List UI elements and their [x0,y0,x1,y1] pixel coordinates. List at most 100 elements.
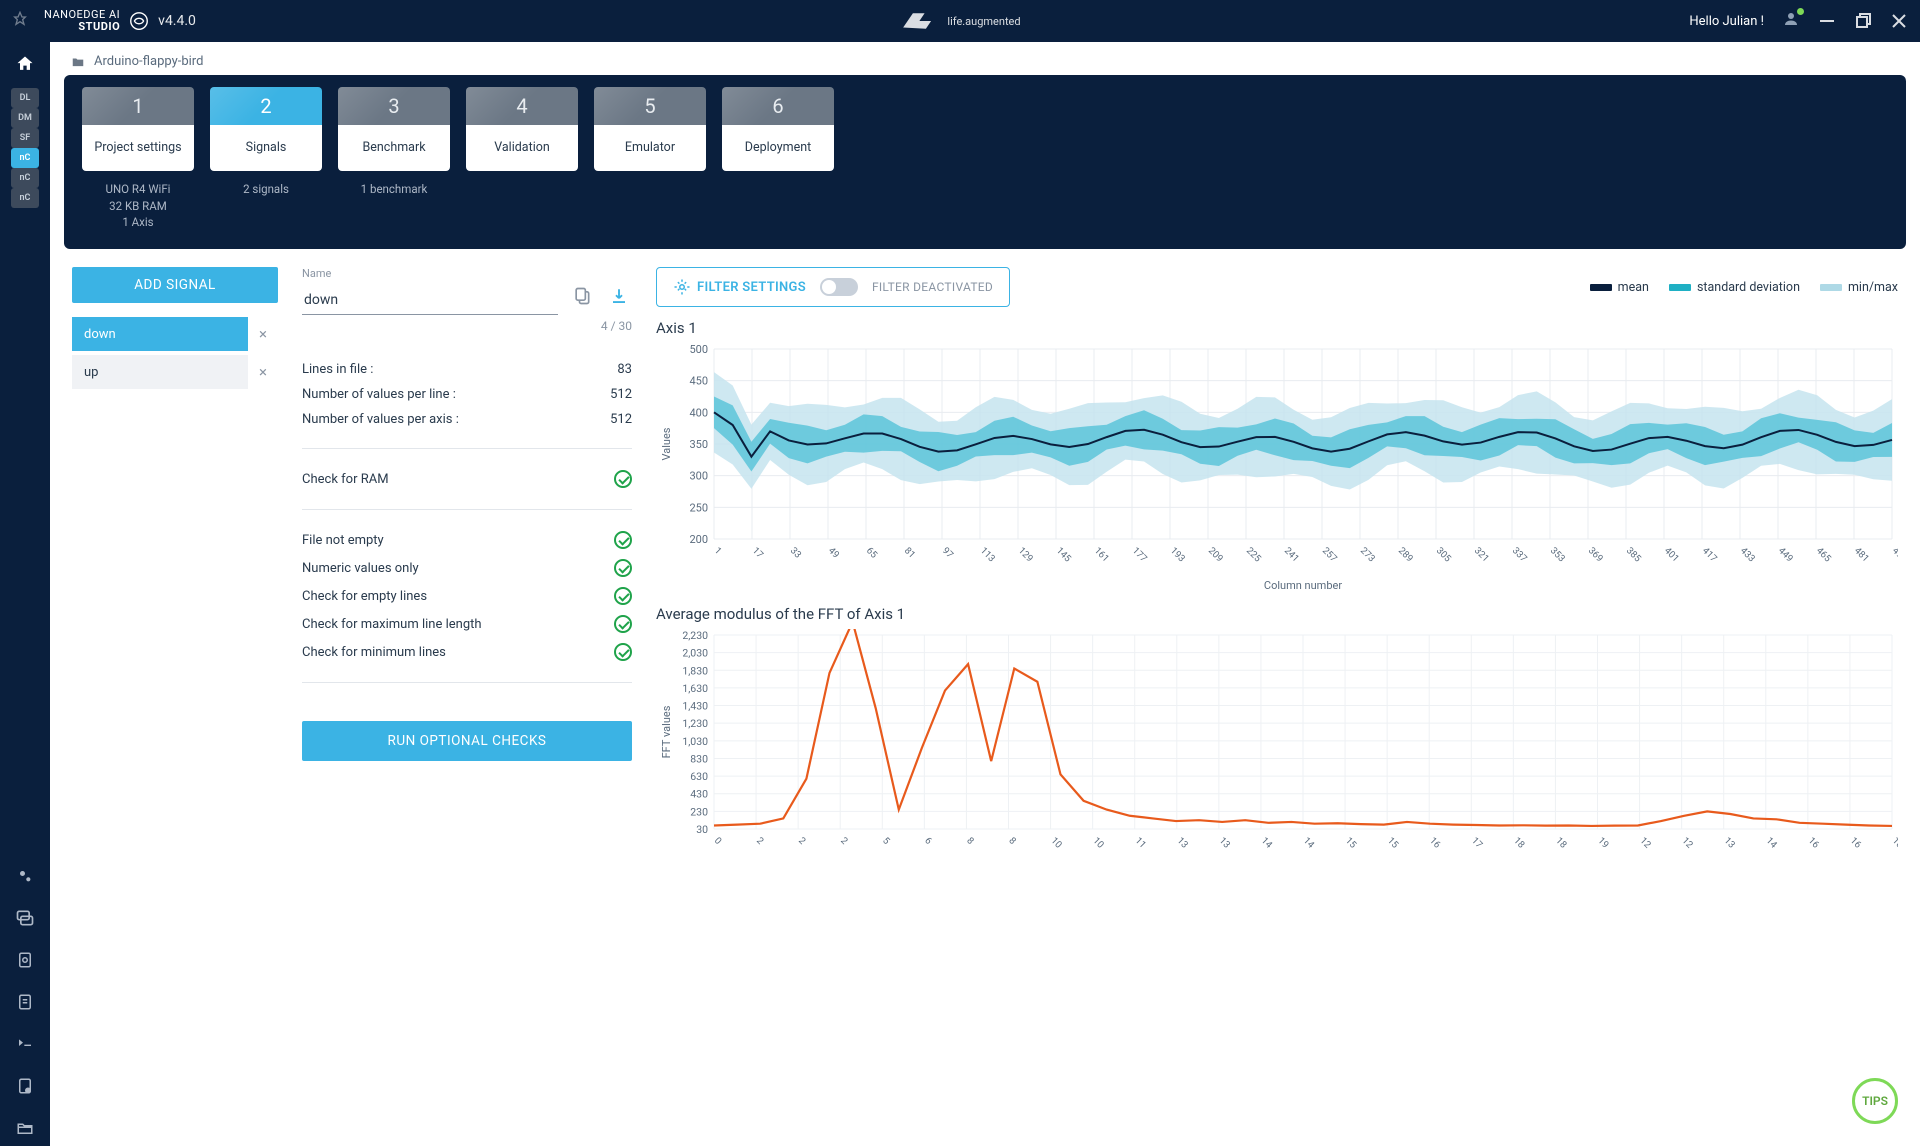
info-row: Number of values per line :512 [302,382,632,407]
signal-tab-down[interactable]: down [72,317,248,351]
svg-text:400: 400 [689,406,708,419]
check-ok-icon [614,559,632,577]
rail-item-nc[interactable]: nC [11,168,39,188]
svg-text:449: 449 [1776,545,1795,564]
titlebar: NANOEDGE AI STUDIO v4.4.0 life.augmented… [0,0,1920,42]
svg-text:14: 14 [1301,835,1317,851]
svg-text:FFT values: FFT values [660,705,673,758]
rail-item-dm[interactable]: DM [11,108,39,128]
legend-item: standard deviation [1669,280,1800,295]
svg-text:450: 450 [689,375,708,388]
maximize-icon[interactable] [1854,12,1872,30]
doc1-icon[interactable] [7,942,43,978]
svg-text:273: 273 [1358,545,1377,564]
filter-settings-button[interactable]: FILTER SETTINGS [673,278,806,296]
svg-text:12: 12 [1680,835,1695,850]
svg-text:289: 289 [1396,545,1415,564]
step-benchmark[interactable]: 3Benchmark1 benchmark [338,87,450,231]
svg-text:113: 113 [978,545,997,564]
close-icon[interactable] [1890,12,1908,30]
signal-remove-up[interactable]: × [248,363,278,381]
svg-text:497: 497 [1890,545,1898,564]
svg-text:19: 19 [1595,835,1610,850]
svg-text:10: 10 [1048,835,1063,850]
doc2-icon[interactable] [7,984,43,1020]
svg-text:353: 353 [1548,545,1567,564]
svg-text:18: 18 [1890,835,1898,850]
home-icon[interactable] [7,46,43,82]
svg-text:145: 145 [1054,545,1073,564]
svg-text:430: 430 [690,788,708,801]
svg-text:8: 8 [1006,835,1018,847]
svg-text:33: 33 [788,545,803,560]
pin-icon[interactable] [12,11,28,31]
chat-icon[interactable] [7,900,43,936]
signal-name-input[interactable] [302,288,558,315]
legend-item: mean [1590,280,1649,295]
svg-text:500: 500 [689,343,708,356]
check-row: Check for minimum lines [302,638,632,666]
legend-item: min/max [1820,280,1898,295]
user-icon[interactable] [1782,10,1800,32]
settings-icon[interactable] [7,858,43,894]
svg-text:0: 0 [712,835,724,847]
svg-text:225: 225 [1244,545,1263,564]
svg-text:30: 30 [696,823,708,836]
svg-text:433: 433 [1738,545,1757,564]
svg-text:209: 209 [1206,545,1225,564]
run-checks-button[interactable]: RUN OPTIONAL CHECKS [302,721,632,761]
breadcrumb: Arduino-flappy-bird [50,42,1920,75]
svg-text:8: 8 [964,835,976,847]
step-deployment[interactable]: 6Deployment [722,87,834,231]
svg-text:15: 15 [1343,835,1358,850]
svg-text:385: 385 [1624,545,1643,564]
svg-text:18: 18 [1553,835,1568,850]
svg-text:11: 11 [1133,835,1148,850]
step-validation[interactable]: 4Validation [466,87,578,231]
name-label: Name [302,267,632,280]
rail-item-nc[interactable]: nC [11,188,39,208]
svg-text:6: 6 [922,835,934,847]
svg-text:630: 630 [690,770,708,783]
svg-text:465: 465 [1814,545,1833,564]
svg-text:13: 13 [1217,835,1232,850]
minimize-icon[interactable] [1818,12,1836,30]
svg-text:250: 250 [689,501,708,514]
signal-tab-up[interactable]: up [72,355,248,389]
check-ok-icon [614,531,632,549]
svg-text:15: 15 [1385,835,1400,850]
download-icon[interactable] [606,282,632,315]
svg-text:1,230: 1,230 [682,717,708,730]
svg-text:16: 16 [1427,835,1442,850]
svg-text:1,830: 1,830 [682,664,708,677]
svg-text:257: 257 [1320,545,1339,564]
add-signal-button[interactable]: ADD SIGNAL [72,267,278,303]
svg-text:2: 2 [838,835,850,847]
copy-icon[interactable] [568,282,596,315]
svg-text:1,430: 1,430 [682,700,708,713]
rail-item-dl[interactable]: DL [11,88,39,108]
folder-icon[interactable] [7,1110,43,1146]
svg-text:14: 14 [1764,835,1780,851]
brand-icon [128,10,150,32]
step-project-settings[interactable]: 1Project settingsUNO R4 WiFi32 KB RAM1 A… [82,87,194,231]
chart-axis1: 2002503003504004505001173349658197113129… [656,343,1898,593]
rail-item-nc[interactable]: nC [11,148,39,168]
doc-gear-icon[interactable] [7,1068,43,1104]
svg-text:300: 300 [689,470,708,483]
step-emulator[interactable]: 5Emulator [594,87,706,231]
filter-toggle[interactable] [820,278,858,296]
info-row: Number of values per axis :512 [302,407,632,432]
svg-text:481: 481 [1852,545,1871,564]
tips-button[interactable]: TIPS [1852,1078,1898,1124]
check-row: Check for maximum line length [302,610,632,638]
svg-text:18: 18 [1511,835,1526,850]
filter-status: FILTER DEACTIVATED [872,280,993,294]
terminal-icon[interactable] [7,1026,43,1062]
left-rail: DLDMSFnCnCnC [0,42,50,1146]
step-signals[interactable]: 2Signals2 signals [210,87,322,231]
folder-crumb-icon [70,55,86,69]
rail-item-sf[interactable]: SF [11,128,39,148]
chart2-title: Average modulus of the FFT of Axis 1 [656,605,1898,623]
signal-remove-down[interactable]: × [248,325,278,343]
